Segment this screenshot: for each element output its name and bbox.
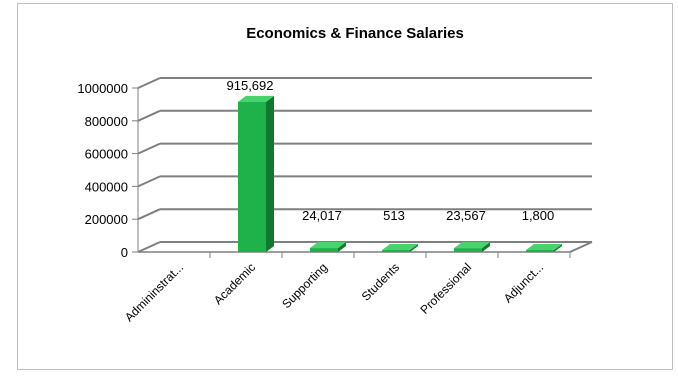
- bar-top: [238, 95, 274, 102]
- data-label: 23,567: [446, 208, 486, 223]
- y-tick-label: 200000: [85, 212, 128, 227]
- bar: [382, 250, 410, 252]
- floor-right-edge: [569, 241, 593, 253]
- chart-border: [17, 3, 673, 370]
- gridline-side: [137, 142, 161, 155]
- y-tick-label: 1000000: [77, 81, 128, 96]
- y-tick-label: 0: [121, 245, 128, 260]
- chart-title: Economics & Finance Salaries: [246, 25, 464, 42]
- y-tick-label: 400000: [85, 179, 128, 194]
- bar-side: [338, 242, 346, 252]
- gridline-side: [137, 109, 161, 122]
- gridline-side: [137, 241, 161, 253]
- data-label: 24,017: [302, 208, 342, 223]
- bar: [310, 248, 338, 252]
- y-axis: 0 200000 400000 600000 800000 1000000: [77, 81, 139, 260]
- bar-top: [310, 242, 346, 249]
- y-tick-label: 800000: [85, 114, 128, 129]
- bar-top: [526, 244, 562, 250]
- bar: [526, 250, 554, 252]
- y-tick-label: 600000: [85, 147, 128, 162]
- bars: [238, 95, 562, 253]
- gridline-side: [137, 77, 161, 89]
- bar-top: [454, 242, 490, 249]
- data-label: 915,692: [227, 78, 274, 93]
- bar-side: [554, 244, 562, 252]
- data-label: 1,800: [522, 208, 555, 223]
- bar: [238, 101, 266, 253]
- bar: [454, 248, 482, 252]
- gridline-side: [137, 208, 161, 221]
- bar-side: [482, 242, 490, 252]
- bar-side: [266, 95, 274, 253]
- data-labels: 915,692 24,017 513 23,567 1,800: [227, 78, 555, 223]
- gridline-side: [137, 175, 161, 188]
- bar-side: [410, 244, 418, 252]
- bar-top: [382, 244, 418, 250]
- data-label: 513: [383, 208, 405, 223]
